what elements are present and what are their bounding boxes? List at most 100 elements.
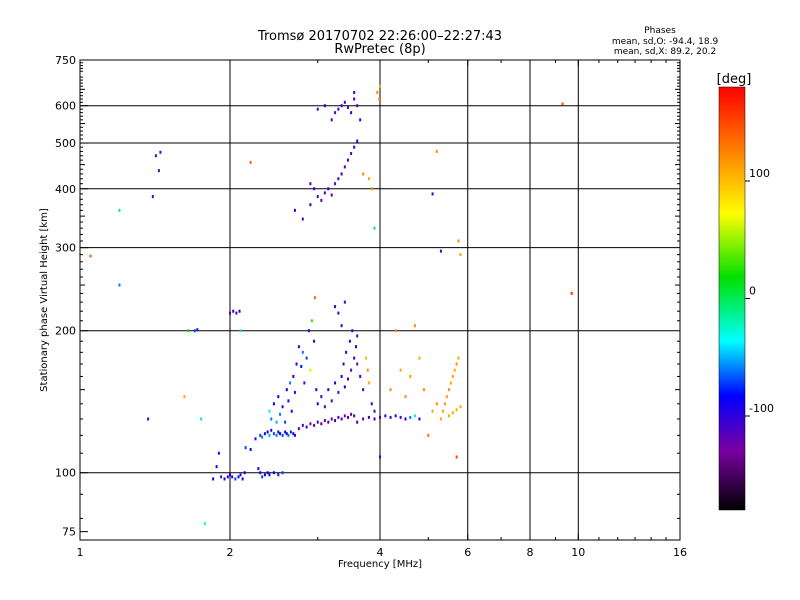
data-point-89 — [301, 423, 304, 427]
data-point-63 — [270, 417, 273, 421]
data-point-24 — [239, 473, 242, 477]
x-tick-label-6: 16 — [673, 546, 687, 559]
data-point-119 — [351, 329, 354, 333]
data-point-54 — [279, 432, 282, 436]
data-point-161 — [441, 409, 444, 413]
data-point-46 — [261, 435, 264, 439]
data-point-154 — [413, 324, 416, 328]
data-point-1 — [118, 208, 121, 212]
data-point-73 — [290, 409, 293, 413]
data-point-169 — [457, 356, 460, 360]
data-point-126 — [343, 300, 346, 304]
grid-lines — [80, 60, 680, 540]
data-point-197 — [356, 139, 359, 143]
phase-stat-x: mean, sd,X: 89.2, 20.2 — [614, 47, 716, 57]
data-point-106 — [320, 395, 323, 399]
data-point-137 — [367, 415, 370, 419]
data-point-138 — [373, 417, 376, 421]
data-point-160 — [439, 417, 442, 421]
data-point-162 — [443, 402, 446, 406]
data-point-202 — [343, 100, 346, 104]
data-point-180 — [561, 102, 564, 106]
data-point-187 — [323, 191, 326, 195]
data-point-92 — [313, 423, 316, 427]
data-point-45 — [259, 433, 262, 437]
y-tick-label-7: 750 — [55, 54, 76, 67]
colorbar-tick-label-2: -100 — [749, 402, 774, 415]
data-point-26 — [243, 471, 246, 475]
data-point-124 — [337, 311, 340, 315]
data-point-86 — [315, 388, 318, 392]
data-point-50 — [270, 428, 273, 432]
colorbar-tick-label-1: 0 — [749, 285, 756, 298]
x-tick-label-2: 4 — [377, 546, 384, 559]
data-point-32 — [239, 329, 242, 333]
data-point-15 — [215, 465, 218, 469]
data-point-4 — [151, 195, 154, 199]
colorbar-tick-label-0: 100 — [749, 167, 770, 180]
data-point-52 — [275, 433, 278, 437]
data-point-211 — [362, 172, 365, 176]
data-point-104 — [353, 414, 356, 418]
data-point-218 — [309, 182, 312, 186]
data-point-83 — [309, 368, 312, 372]
data-point-60 — [292, 432, 295, 436]
data-point-152 — [404, 395, 407, 399]
data-point-157 — [427, 433, 430, 437]
data-point-213 — [370, 187, 373, 191]
data-point-167 — [453, 368, 456, 372]
data-point-61 — [293, 433, 296, 437]
chart-title: Tromsø 20170702 22:26:00–22:27:43 — [257, 29, 502, 44]
data-point-85 — [313, 339, 316, 343]
data-point-74 — [292, 374, 295, 378]
data-point-41 — [268, 473, 271, 477]
data-point-172 — [455, 408, 458, 412]
data-point-184 — [309, 203, 312, 207]
data-point-166 — [451, 374, 454, 378]
data-point-185 — [316, 195, 319, 199]
data-point-121 — [354, 345, 357, 349]
data-point-107 — [323, 405, 326, 409]
data-point-151 — [399, 368, 402, 372]
data-point-175 — [457, 239, 460, 243]
data-point-51 — [272, 432, 275, 436]
data-point-110 — [334, 381, 337, 385]
data-point-193 — [343, 165, 346, 169]
data-point-68 — [281, 405, 284, 409]
data-point-195 — [350, 152, 353, 156]
data-point-194 — [346, 158, 349, 162]
data-point-189 — [330, 193, 333, 197]
data-point-2 — [118, 283, 121, 287]
data-point-203 — [346, 105, 349, 109]
colorbar-ticks: 100 0 -100 — [745, 167, 774, 417]
data-point-207 — [359, 118, 362, 122]
data-point-40 — [266, 471, 269, 475]
data-point-129 — [362, 388, 365, 392]
data-point-55 — [281, 433, 284, 437]
data-point-199 — [334, 111, 337, 115]
data-point-209 — [323, 104, 326, 108]
x-tick-label-3: 6 — [464, 546, 471, 559]
data-point-133 — [370, 402, 373, 406]
data-point-141 — [389, 415, 392, 419]
data-point-34 — [249, 447, 252, 451]
data-point-165 — [449, 381, 452, 385]
data-point-178 — [431, 192, 434, 196]
colorbar — [718, 86, 746, 511]
data-point-217 — [377, 97, 380, 101]
data-point-66 — [277, 395, 280, 399]
data-point-109 — [330, 399, 333, 403]
data-point-120 — [353, 356, 356, 360]
data-point-49 — [268, 433, 271, 437]
data-point-48 — [266, 430, 269, 434]
data-point-149 — [389, 388, 392, 392]
data-point-84 — [310, 319, 313, 323]
data-point-6 — [157, 169, 160, 173]
data-point-78 — [300, 364, 303, 368]
data-point-117 — [348, 339, 351, 343]
y-tick-label-2: 200 — [55, 325, 76, 338]
data-point-28 — [229, 311, 231, 315]
colorbar-unit-label: [deg] — [717, 72, 752, 87]
data-point-125 — [340, 324, 343, 328]
data-point-108 — [327, 388, 330, 392]
